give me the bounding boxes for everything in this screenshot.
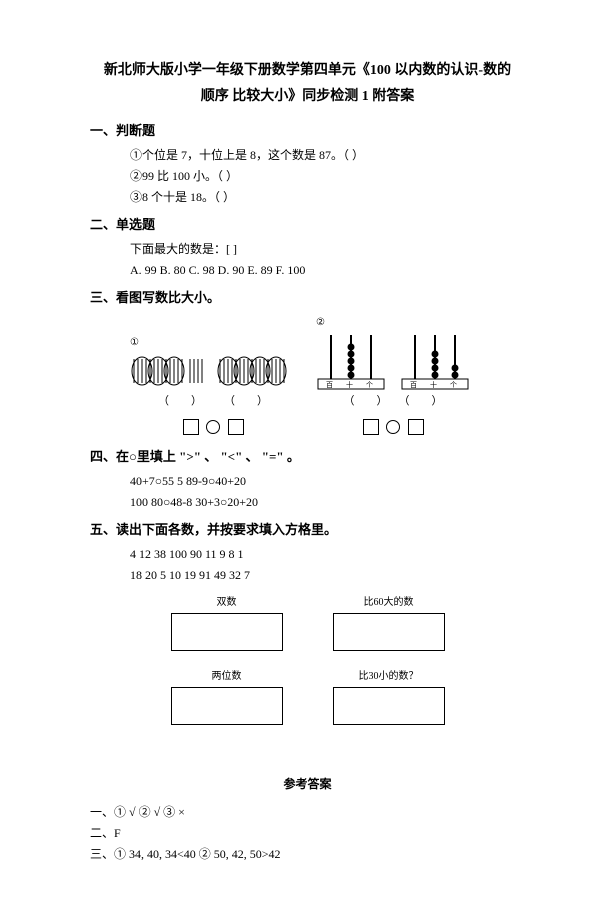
box	[228, 419, 244, 435]
answer-2: 二、F	[90, 824, 525, 843]
compare-row-2	[361, 417, 426, 439]
category-row-1: 双数 比60大的数	[90, 595, 525, 651]
section3-head: 三、看图写数比大小。	[90, 288, 525, 309]
answers-title: 参考答案	[90, 775, 525, 794]
compare-row-1	[181, 417, 246, 439]
bundle-sticks-2	[216, 351, 296, 391]
category-2: 比60大的数	[333, 595, 445, 651]
svg-text:十: 十	[430, 380, 437, 389]
s2-line2: A. 99 B. 80 C. 98 D. 90 E. 89 F. 100	[130, 261, 525, 280]
s1-item3: ③8 个十是 18。（ ）	[130, 188, 525, 207]
section4-head: 四、在○里填上 ">" 、 "<" 、 "=" 。	[90, 447, 525, 468]
svg-text:百: 百	[410, 381, 417, 389]
box	[183, 419, 199, 435]
s4-line1: 40+7○55 5 89-9○40+20	[130, 472, 525, 491]
figure-block-2: ② 百 十 个	[316, 315, 470, 439]
s1-item2: ②99 比 100 小。（ ）	[130, 167, 525, 186]
svg-text:十: 十	[346, 380, 353, 389]
cat4-box	[333, 687, 445, 725]
box	[408, 419, 424, 435]
s4-line2: 100 80○48-8 30+3○20+20	[130, 493, 525, 512]
cat2-box	[333, 613, 445, 651]
paren-row-2: （ ） （ ）	[344, 393, 443, 411]
cat3-label: 两位数	[212, 669, 242, 685]
category-1: 双数	[171, 595, 283, 651]
s5-line2: 18 20 5 10 19 91 49 32 7	[130, 566, 525, 585]
cat1-box	[171, 613, 283, 651]
s2-line1: 下面最大的数是：[ ]	[130, 240, 525, 259]
figure-block-1: ①	[130, 335, 296, 439]
box	[363, 419, 379, 435]
svg-text:个: 个	[450, 381, 457, 389]
title-line2: 顺序 比较大小》同步检测 1 附答案	[90, 86, 525, 108]
bundle-sticks-1	[130, 351, 210, 391]
category-3: 两位数	[171, 669, 283, 725]
s1-item1: ①个位是 7，十位上是 8，这个数是 87。（ ）	[130, 146, 525, 165]
figure1-label: ①	[130, 335, 139, 351]
cat2-label: 比60大的数	[364, 595, 414, 611]
cat3-box	[171, 687, 283, 725]
abacus-2: 百 十 个	[400, 331, 470, 391]
circle	[386, 420, 400, 434]
answer-3: 三、① 34, 40, 34<40 ② 50, 42, 50>42	[90, 845, 525, 864]
abacus-1: 百 十 个	[316, 331, 386, 391]
section2-head: 二、单选题	[90, 215, 525, 236]
title-line1: 新北师大版小学一年级下册数学第四单元《100 以内数的认识-数的	[90, 60, 525, 82]
figure-row: ①	[130, 315, 525, 439]
category-4: 比30小的数？	[333, 669, 445, 725]
paren-row-1: （ ） （ ）	[158, 393, 268, 411]
answer-1: 一、① √ ② √ ③ ×	[90, 803, 525, 822]
category-row-2: 两位数 比30小的数？	[90, 669, 525, 725]
page: 新北师大版小学一年级下册数学第四单元《100 以内数的认识-数的 顺序 比较大小…	[0, 0, 595, 906]
s5-line1: 4 12 38 100 90 11 9 8 1	[130, 545, 525, 564]
section1-head: 一、判断题	[90, 121, 525, 142]
section5-head: 五、读出下面各数，并按要求填入方格里。	[90, 520, 525, 541]
circle	[206, 420, 220, 434]
svg-text:百: 百	[326, 381, 333, 389]
svg-text:个: 个	[366, 381, 373, 389]
figure2-label: ②	[316, 315, 325, 331]
cat1-label: 双数	[217, 595, 237, 611]
cat4-label: 比30小的数？	[359, 669, 419, 685]
